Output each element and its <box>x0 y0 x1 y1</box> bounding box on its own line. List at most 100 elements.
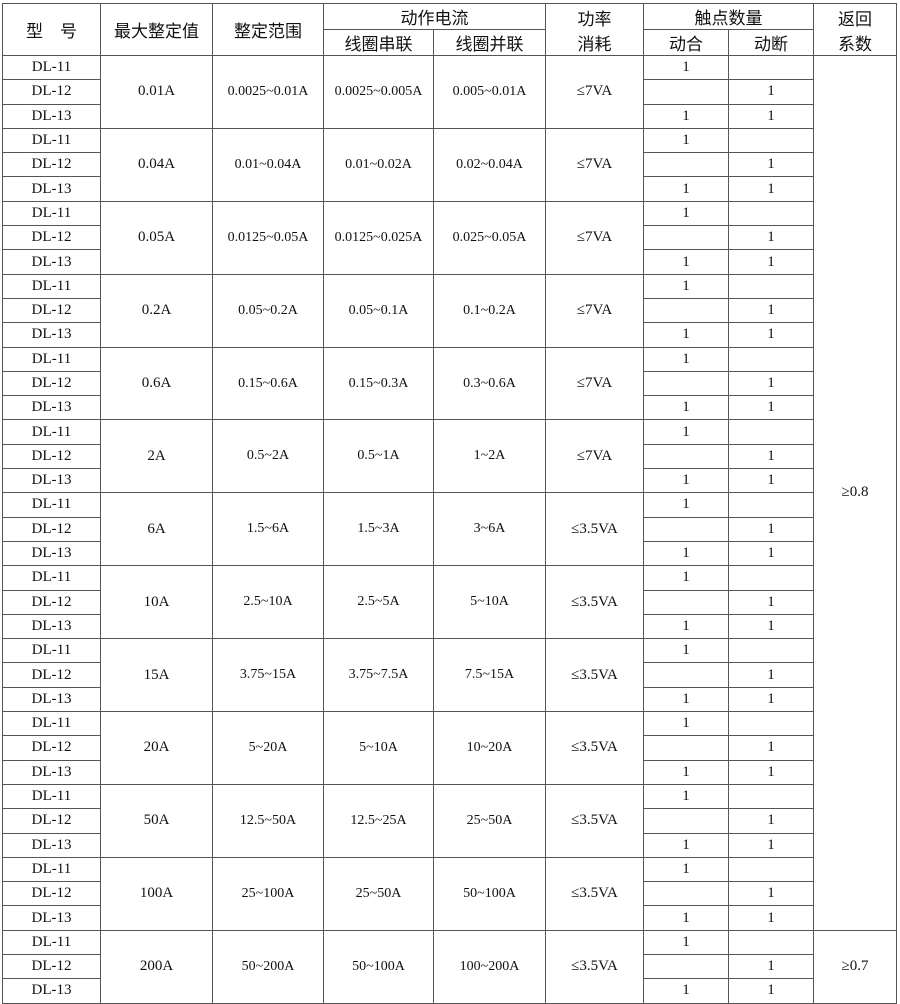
header-make: 动合 <box>643 29 729 56</box>
power-cell: ≤7VA <box>545 273 644 348</box>
table-row: DL-12 1 <box>2 370 897 397</box>
setting-range-cell: 0.05~0.2A <box>212 273 324 348</box>
contact-break-cell: 1 <box>728 808 814 834</box>
model-cell: DL-11 <box>2 711 101 737</box>
max-setting-cell: 15A <box>100 638 213 713</box>
table-row: DL-12 1 <box>2 953 897 980</box>
power-cell: ≤3.5VA <box>545 638 644 713</box>
model-cell: DL-12 <box>2 370 101 397</box>
contact-make-cell: 1 <box>643 711 729 737</box>
contact-break-cell: 1 <box>728 759 814 785</box>
coil-parallel-cell: 7.5~15A <box>433 638 546 713</box>
contact-make-cell: 1 <box>643 249 729 275</box>
model-cell: DL-12 <box>2 225 101 251</box>
contact-break-cell: 1 <box>728 662 814 688</box>
coil-parallel-cell: 25~50A <box>433 783 546 858</box>
table-row: DL-13 1 1 <box>2 468 897 494</box>
model-cell: DL-12 <box>2 443 101 470</box>
setting-range-cell: 0.15~0.6A <box>212 346 324 421</box>
max-setting-cell: 6A <box>100 492 213 567</box>
model-cell: DL-13 <box>2 978 101 1004</box>
power-cell: ≤7VA <box>545 200 644 275</box>
max-setting-cell: 10A <box>100 565 213 640</box>
contact-make-cell <box>643 589 729 615</box>
max-setting-cell: 50A <box>100 783 213 858</box>
return-coefficient-cell: ≥0.8 <box>813 55 897 931</box>
setting-range-cell: 5~20A <box>212 711 324 785</box>
table-row: DL-11 2A 0.5~2A 0.5~1A 1~2A ≤7VA 1 <box>2 419 897 494</box>
contact-make-cell <box>643 953 729 980</box>
coil-parallel-cell: 3~6A <box>433 492 546 567</box>
table-row: DL-11 15A 3.75~15A 3.75~7.5A 7.5~15A ≤3.5VA 1 <box>2 638 897 713</box>
table-row: DL-13 1 1 <box>2 686 897 713</box>
contact-make-cell <box>643 516 729 542</box>
power-cell: ≤7VA <box>545 127 644 202</box>
table-row: DL-13 1 1 <box>2 905 897 931</box>
model-cell: DL-13 <box>2 176 101 202</box>
max-setting-cell: 200A <box>100 929 213 1004</box>
header-power-line2: 消耗 <box>577 34 612 54</box>
table-row: DL-13 1 1 <box>2 249 897 275</box>
coil-parallel-cell: 0.1~0.2A <box>433 273 546 348</box>
contact-break-cell <box>728 638 814 664</box>
contact-make-cell: 1 <box>643 686 729 713</box>
contact-make-cell: 1 <box>643 419 729 445</box>
table-row: DL-13 1 1 <box>2 832 897 858</box>
model-cell: DL-13 <box>2 468 101 494</box>
coil-parallel-cell: 1~2A <box>433 419 546 494</box>
coil-series-cell: 2.5~5A <box>323 565 434 640</box>
table-row: DL-12 1 <box>2 152 897 178</box>
contact-make-cell <box>643 881 729 907</box>
max-setting-cell: 0.6A <box>100 346 213 421</box>
table-row: DL-13 1 1 <box>2 395 897 421</box>
max-setting-cell: 0.01A <box>100 55 213 129</box>
table-row: DL-11 200A 50~200A 50~100A 100~200A ≤3.5VA 1 ≥0… <box>2 929 897 1004</box>
coil-series-cell: 0.01~0.02A <box>323 127 434 202</box>
contact-break-cell: 1 <box>728 249 814 275</box>
contact-make-cell: 1 <box>643 978 729 1004</box>
table-row: DL-13 1 1 <box>2 322 897 348</box>
contact-make-cell: 1 <box>643 492 729 518</box>
contact-make-cell <box>643 443 729 470</box>
coil-parallel-cell: 0.02~0.04A <box>433 127 546 202</box>
max-setting-cell: 20A <box>100 711 213 785</box>
contact-break-cell: 1 <box>728 443 814 470</box>
model-cell: DL-12 <box>2 808 101 834</box>
coil-series-cell: 0.05~0.1A <box>323 273 434 348</box>
power-cell: ≤3.5VA <box>545 565 644 640</box>
table-row: DL-13 1 1 <box>2 176 897 202</box>
max-setting-cell: 0.2A <box>100 273 213 348</box>
coil-series-cell: 0.0125~0.025A <box>323 200 434 275</box>
model-cell: DL-13 <box>2 832 101 858</box>
table-row: DL-12 1 <box>2 808 897 834</box>
contact-break-cell: 1 <box>728 322 814 348</box>
contact-make-cell <box>643 79 729 105</box>
coil-series-cell: 3.75~7.5A <box>323 638 434 713</box>
power-cell: ≤3.5VA <box>545 856 644 931</box>
table-row: DL-11 20A 5~20A 5~10A 10~20A ≤3.5VA 1 <box>2 711 897 785</box>
contact-make-cell: 1 <box>643 127 729 154</box>
contact-break-cell: 1 <box>728 953 814 980</box>
contact-break-cell: 1 <box>728 176 814 202</box>
contact-make-cell: 1 <box>643 200 729 227</box>
setting-range-cell: 25~100A <box>212 856 324 931</box>
header-return-line2: 系数 <box>838 34 872 54</box>
contact-make-cell: 1 <box>643 783 729 810</box>
contact-break-cell <box>728 200 814 227</box>
coil-parallel-cell: 5~10A <box>433 565 546 640</box>
contact-make-cell: 1 <box>643 613 729 640</box>
power-cell: ≤7VA <box>545 55 644 129</box>
setting-range-cell: 0.0025~0.01A <box>212 55 324 129</box>
contact-break-cell <box>728 273 814 299</box>
contact-break-cell <box>728 565 814 591</box>
coil-series-cell: 50~100A <box>323 929 434 1004</box>
max-setting-cell: 2A <box>100 419 213 494</box>
contact-make-cell: 1 <box>643 273 729 299</box>
contact-break-cell <box>728 492 814 518</box>
coil-parallel-cell: 0.005~0.01A <box>433 55 546 129</box>
setting-range-cell: 0.01~0.04A <box>212 127 324 202</box>
contact-make-cell: 1 <box>643 638 729 664</box>
model-cell: DL-13 <box>2 686 101 713</box>
contact-make-cell: 1 <box>643 103 729 129</box>
contact-break-cell: 1 <box>728 395 814 421</box>
